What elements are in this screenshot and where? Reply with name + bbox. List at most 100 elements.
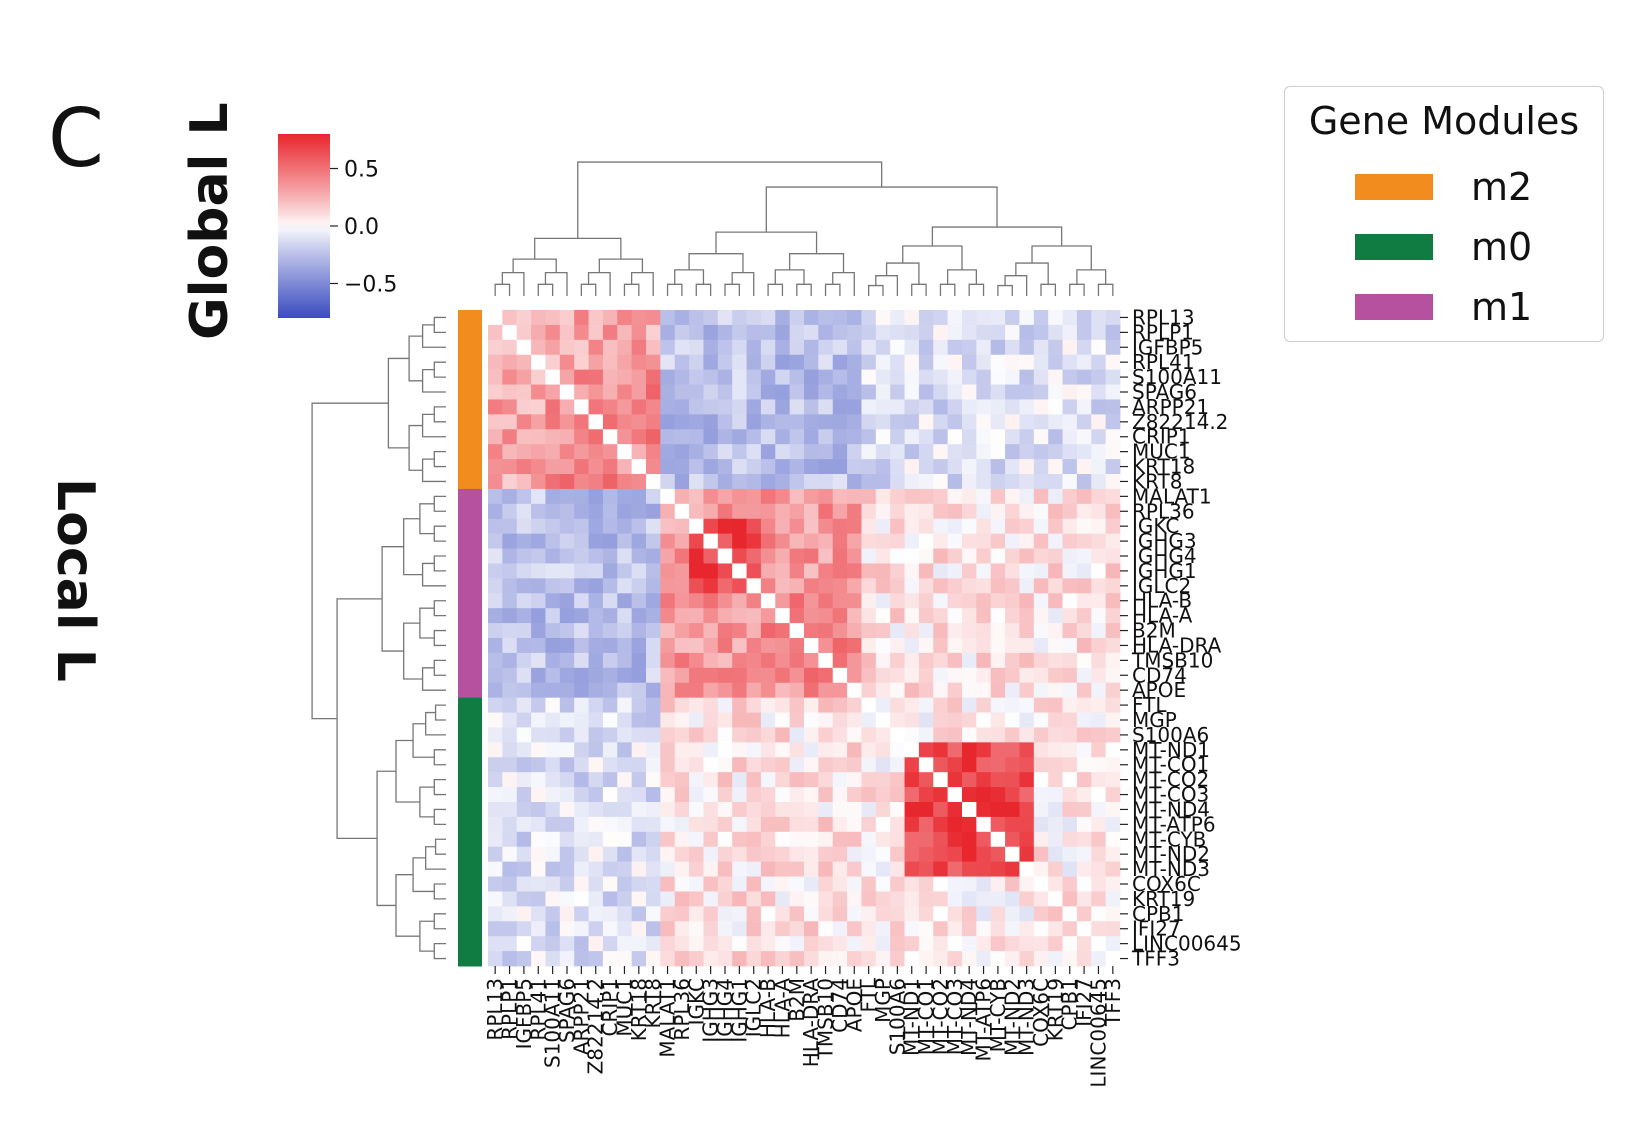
heatmap-cell — [847, 861, 862, 877]
heatmap-cell — [1062, 727, 1078, 743]
heatmap-cell — [574, 772, 589, 788]
heatmap-cell — [602, 324, 618, 341]
heatmap-cell — [531, 459, 546, 475]
heatmap-cell — [947, 951, 963, 967]
heatmap-cell — [760, 548, 776, 564]
heatmap-cell — [545, 682, 561, 699]
heatmap-cell — [947, 831, 963, 848]
heatmap-cell — [904, 742, 920, 758]
heatmap-cell — [962, 876, 977, 892]
heatmap-cell — [617, 921, 633, 937]
heatmap-cell — [933, 623, 949, 639]
heatmap-cell — [875, 310, 891, 326]
module-color-cell — [458, 324, 482, 341]
heatmap-cell — [703, 638, 719, 654]
heatmap-cell — [631, 459, 647, 475]
heatmap-cell — [732, 638, 747, 654]
heatmap-cell — [804, 757, 819, 773]
heatmap-cell — [502, 310, 518, 326]
heatmap-cell — [976, 638, 992, 654]
heatmap-cell — [1091, 488, 1107, 505]
heatmap-cell — [660, 369, 676, 385]
col-label: COX6C — [1029, 978, 1053, 1047]
heatmap-cell — [602, 891, 618, 907]
heatmap-cell — [918, 727, 934, 743]
heatmap-cell — [631, 787, 647, 803]
heatmap-cell — [875, 936, 891, 952]
heatmap-cell — [832, 682, 848, 699]
heatmap-cell — [775, 310, 791, 326]
heatmap-cell — [617, 697, 633, 713]
heatmap-cell — [847, 578, 862, 594]
heatmap-cell — [588, 578, 604, 594]
heatmap-cell — [818, 697, 834, 713]
heatmap-cell — [789, 459, 805, 475]
heatmap-cell — [1105, 474, 1121, 490]
heatmap-cell — [516, 533, 532, 549]
heatmap-cell — [502, 459, 518, 475]
heatmap-cell — [789, 503, 805, 520]
col-label: LINC00645 — [1087, 978, 1111, 1088]
heatmap-cell — [617, 608, 633, 624]
heatmap-cell — [559, 578, 575, 594]
heatmap-cell — [660, 429, 676, 445]
heatmap-cell — [674, 474, 690, 490]
heatmap-cell — [732, 667, 747, 684]
heatmap-cell — [574, 906, 589, 922]
heatmap-cell — [760, 831, 776, 848]
heatmap-cell — [904, 563, 920, 579]
heatmap-cell — [1105, 712, 1121, 728]
heatmap-cell — [545, 503, 561, 520]
heatmap-cell — [502, 324, 518, 341]
heatmap-cell — [516, 444, 532, 460]
row-label: COX6C — [1132, 872, 1201, 896]
row-label: HLA-A — [1132, 604, 1193, 628]
heatmap-cell — [832, 951, 848, 967]
heatmap-cell — [804, 891, 819, 907]
heatmap-cell — [775, 474, 791, 490]
heatmap-cell — [875, 578, 891, 594]
heatmap-cell — [775, 816, 791, 833]
heatmap-cell — [732, 682, 747, 699]
heatmap-cell — [703, 339, 719, 356]
heatmap-cell — [775, 772, 791, 788]
heatmap-cell — [1062, 369, 1078, 385]
heatmap-cell — [1033, 712, 1049, 728]
heatmap-cell — [488, 787, 503, 803]
heatmap-cell — [832, 608, 848, 624]
row-label: IGHG4 — [1132, 544, 1197, 568]
heatmap-cell — [760, 846, 776, 863]
heatmap-cell — [1033, 354, 1049, 371]
heatmap-cell — [531, 608, 546, 624]
heatmap-cell — [559, 310, 575, 326]
heatmap-cell — [875, 638, 891, 654]
heatmap-cell — [703, 414, 719, 430]
module-color-cell — [458, 384, 482, 400]
heatmap-cell — [789, 816, 805, 833]
heatmap-cell — [832, 548, 848, 564]
heatmap-cell — [1019, 936, 1035, 952]
heatmap-cell — [1062, 399, 1078, 415]
heatmap-cell — [1105, 429, 1121, 445]
heatmap-cell — [875, 384, 891, 400]
heatmap-cell — [1076, 712, 1092, 728]
heatmap-cell — [689, 324, 704, 341]
heatmap-cell — [689, 563, 704, 579]
heatmap-cell — [674, 384, 690, 400]
heatmap-cell — [545, 727, 561, 743]
heatmap-cell — [574, 533, 589, 549]
heatmap-cell — [1091, 802, 1107, 818]
column-dendrogram-link — [512, 258, 557, 273]
heatmap-cell — [689, 891, 704, 907]
heatmap-cell — [818, 787, 834, 803]
heatmap-cell — [861, 697, 877, 713]
heatmap-cell — [717, 354, 733, 371]
heatmap-cell — [760, 816, 776, 833]
heatmap-cell — [962, 518, 977, 535]
heatmap-cell — [962, 429, 977, 445]
heatmap-cell — [545, 384, 561, 400]
heatmap-cell — [516, 638, 532, 654]
heatmap-cell — [947, 936, 963, 952]
heatmap-cell — [933, 951, 949, 967]
heatmap-cell — [631, 802, 647, 818]
